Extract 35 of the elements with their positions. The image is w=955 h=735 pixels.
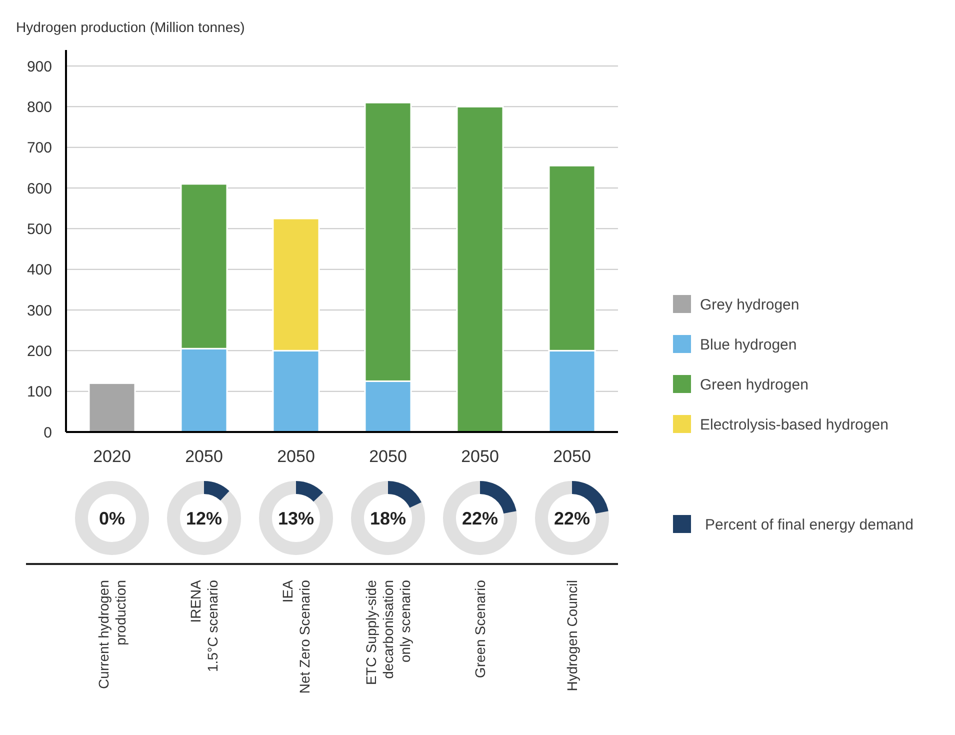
y-tick-label: 200: [26, 342, 52, 360]
y-axis-title: Hydrogen production (Million tonnes): [16, 19, 245, 35]
x-tick-label: 2050: [277, 447, 315, 466]
y-tick-label: 800: [26, 98, 52, 116]
legend-label: Electrolysis-based hydrogen: [700, 416, 888, 434]
legend-label: Grey hydrogen: [700, 296, 800, 314]
category-label: Green Scenario: [472, 580, 488, 678]
data-label: 22%: [554, 508, 590, 528]
x-tick-label: 2050: [461, 447, 499, 466]
bar: [88, 382, 136, 433]
legend-label: Blue hydrogen: [700, 336, 797, 354]
x-tick-label: 2050: [185, 447, 223, 466]
data-label: 18%: [370, 508, 406, 528]
category-label: IEA Net Zero Scenario: [279, 579, 312, 694]
x-tick-label: 2050: [369, 447, 407, 466]
y-tick-label: 300: [26, 302, 52, 320]
y-tick-label: 400: [26, 262, 52, 279]
x-tick-label: 2020: [93, 447, 131, 466]
category-label: Hydrogen Council: [564, 580, 580, 692]
category-label: ETC Supply-side decarbonisation only scenario: [362, 580, 413, 686]
y-tick-label: 600: [26, 180, 52, 198]
legend-label: Percent of final energy demand: [705, 516, 914, 534]
x-tick-label: 2050: [553, 447, 591, 466]
y-tick-label: 700: [26, 140, 52, 157]
y-tick-label: 900: [26, 58, 52, 76]
y-tick-label: 500: [26, 220, 52, 238]
category-label: Current hydrogen production: [95, 580, 128, 689]
data-label: 12%: [186, 508, 222, 528]
bar: [456, 106, 504, 433]
data-label: 13%: [278, 508, 314, 528]
data-label: 22%: [462, 508, 498, 528]
data-label: 0%: [98, 508, 126, 528]
y-tick-label: 100: [26, 384, 52, 401]
legend-label: Green hydrogen: [700, 376, 808, 394]
y-tick-label: 0: [44, 424, 52, 442]
